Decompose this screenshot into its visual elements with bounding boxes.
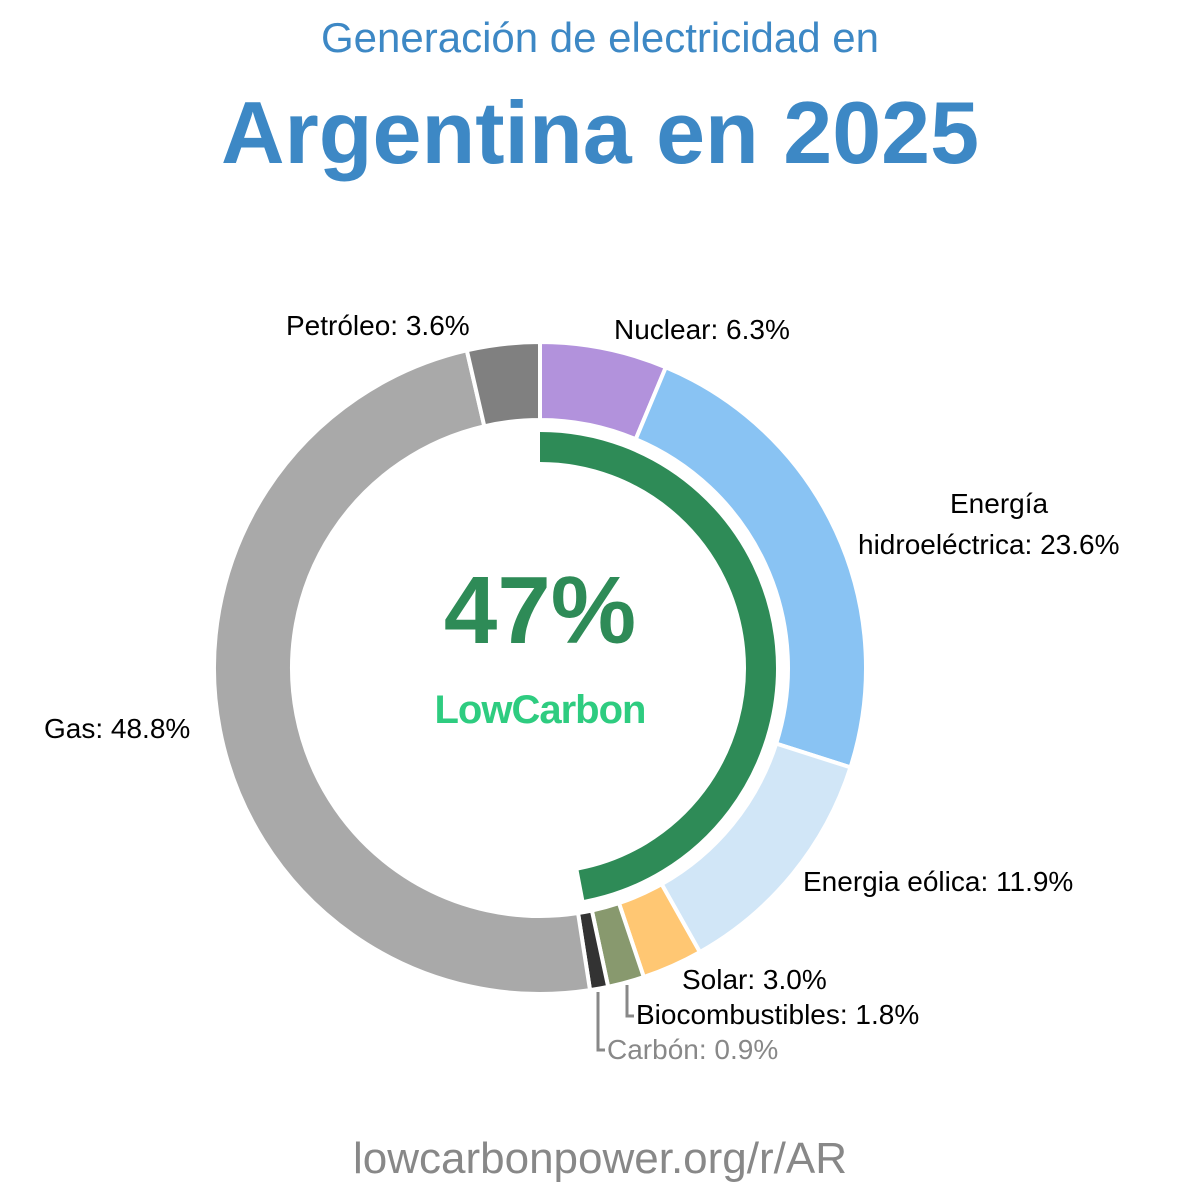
donut-slice-petr-leo — [464, 339, 542, 429]
lowcarbon-logo: LowCarbon — [434, 688, 647, 732]
chart-subtitle: Generación de electricidad en — [320, 14, 880, 61]
low-carbon-arc — [539, 432, 776, 900]
source-url: lowcarbonpower.org/r/AR — [352, 1134, 847, 1183]
donut-slice-gas — [212, 347, 593, 996]
label-oil: Petróleo: 3.6% — [286, 310, 470, 341]
label-biofuels: Biocombustibles: 1.8% — [636, 999, 920, 1030]
low-carbon-percentage: 47% — [443, 557, 637, 664]
leader-line-coal — [596, 992, 605, 1052]
label-nuclear: Nuclear: 6.3% — [614, 314, 790, 345]
label-hydro-line1: Energía — [950, 488, 1049, 519]
chart-title: Argentina en 2025 — [220, 83, 980, 182]
label-gas: Gas: 48.8% — [44, 713, 191, 744]
label-hydro-line2: hidroeléctrica: 23.6% — [858, 529, 1120, 560]
label-coal: Carbón: 0.9% — [607, 1034, 779, 1065]
label-solar: Solar: 3.0% — [682, 964, 827, 995]
leader-line-biofuels — [625, 985, 634, 1018]
label-wind: Energia eólica: 11.9% — [803, 866, 1074, 897]
